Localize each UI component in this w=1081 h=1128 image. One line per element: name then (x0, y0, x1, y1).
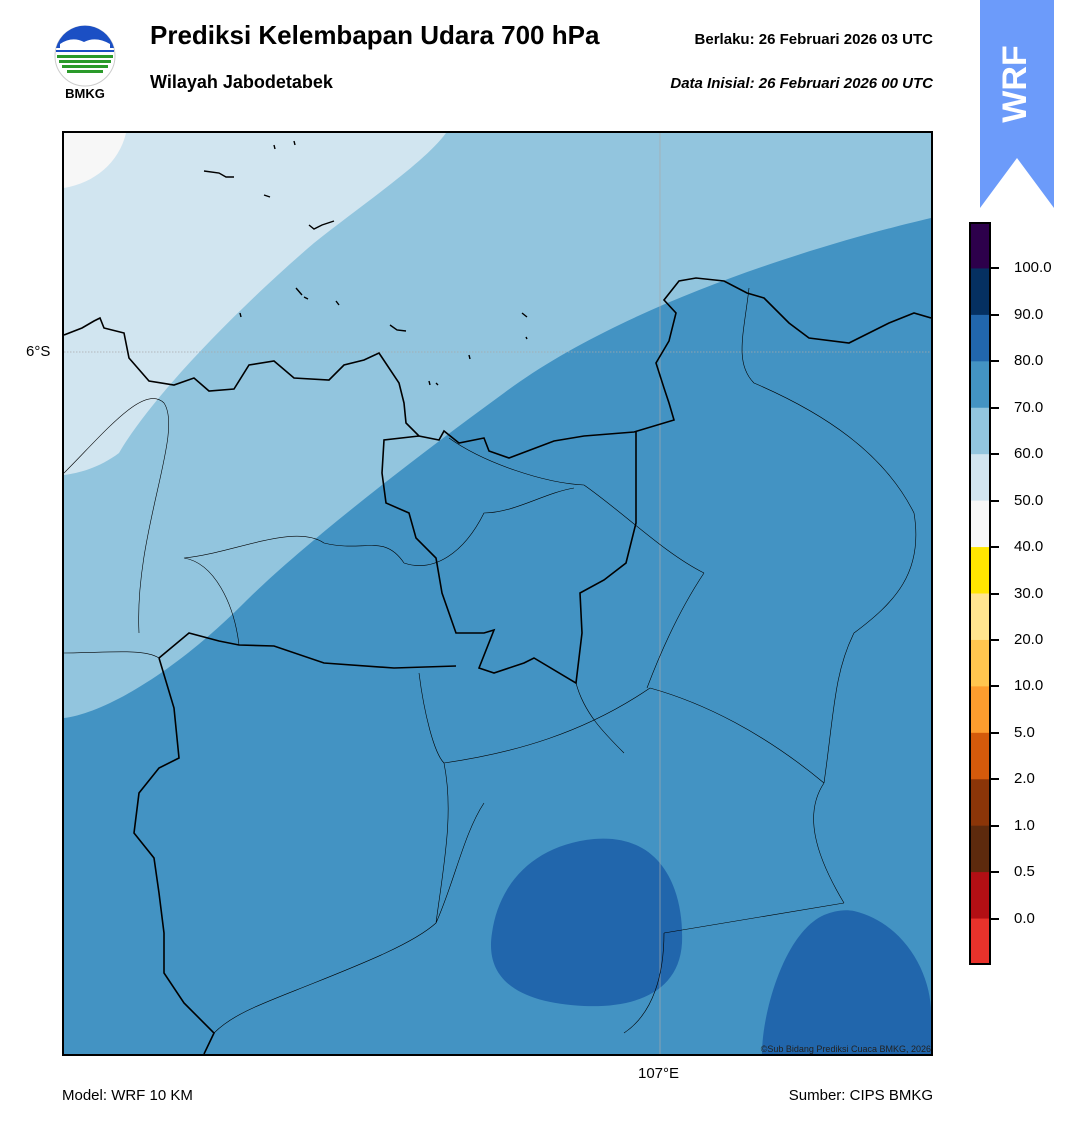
model-label: Model: WRF 10 KM (62, 1087, 193, 1104)
humidity-colorbar (969, 222, 991, 965)
colorbar-label: 40.0 (1014, 538, 1044, 556)
colorbar-swatch (969, 268, 991, 316)
map-region-darker-2 (762, 910, 931, 1054)
islands (203, 140, 528, 386)
colorbar-label: 20.0 (1014, 630, 1044, 648)
colorbar-swatch (969, 825, 991, 873)
map-region-light (64, 133, 446, 475)
colorbar-label: 100.0 (1014, 259, 1052, 277)
colorbar-label: 80.0 (1014, 352, 1044, 370)
humidity-map (62, 131, 933, 1056)
province-boundary (133, 432, 637, 1054)
colorbar-swatch (969, 593, 991, 641)
longitude-label: 107°E (638, 1065, 680, 1082)
colorbar-tick (991, 778, 999, 781)
colorbar-label: 90.0 (1014, 305, 1044, 323)
wrf-ribbon-badge (980, 0, 1054, 208)
initial-time: Data Inisial: 26 Februari 2026 00 UTC (670, 75, 933, 92)
map-credit: ©Sub Bidang Prediksi Cuaca BMKG, 2026 (760, 1044, 931, 1054)
colorbar-label: 10.0 (1014, 677, 1044, 695)
colorbar-swatch (969, 779, 991, 827)
colorbar-tick (991, 685, 999, 688)
colorbar-label: 70.0 (1014, 398, 1044, 416)
colorbar-swatch (969, 639, 991, 687)
colorbar-tick (991, 871, 999, 874)
colorbar-swatch (969, 222, 991, 269)
colorbar-label: 5.0 (1014, 723, 1035, 741)
valid-time: Berlaku: 26 Februari 2026 03 UTC (694, 31, 933, 48)
colorbar-label: 2.0 (1014, 770, 1035, 788)
latitude-label: 6°S (26, 343, 51, 360)
colorbar-tick (991, 638, 999, 641)
colorbar-tick (991, 499, 999, 502)
colorbar-swatch (969, 686, 991, 734)
colorbar-swatch (969, 454, 991, 502)
map-region-darker-1 (490, 838, 683, 1007)
colorbar-label: 0.0 (1014, 909, 1035, 927)
colorbar-tick (991, 267, 999, 270)
colorbar-swatch (969, 918, 991, 965)
colorbar-swatch (969, 407, 991, 455)
colorbar-swatch (969, 361, 991, 409)
district-boundaries (64, 287, 917, 1034)
colorbar-label: 0.5 (1014, 863, 1035, 881)
colorbar-tick (991, 453, 999, 456)
wrf-badge-label: WRF (996, 45, 1034, 122)
colorbar-swatch (969, 547, 991, 594)
colorbar-tick (991, 824, 999, 827)
logo-text: BMKG (65, 86, 105, 101)
colorbar-label: 30.0 (1014, 584, 1044, 602)
colorbar-swatch (969, 872, 991, 920)
bmkg-logo-icon (54, 25, 116, 87)
map-canvas (64, 133, 931, 1054)
page-subtitle: Wilayah Jabodetabek (150, 72, 333, 92)
source-label: Sumber: CIPS BMKG (788, 1087, 933, 1104)
colorbar-tick (991, 406, 999, 409)
svg-text:WRF: WRF (996, 45, 1034, 122)
colorbar-swatch (969, 732, 991, 780)
colorbar-label: 1.0 (1014, 816, 1035, 834)
colorbar-tick (991, 313, 999, 316)
colorbar-tick (991, 546, 999, 549)
colorbar-tick (991, 917, 999, 920)
colorbar-tick (991, 360, 999, 363)
map-region-very-light (64, 133, 126, 188)
colorbar-label: 50.0 (1014, 491, 1044, 509)
colorbar-swatch (969, 314, 991, 362)
colorbar-tick (991, 592, 999, 595)
page-title: Prediksi Kelembapan Udara 700 hPa (150, 20, 600, 50)
coastline (64, 277, 931, 459)
colorbar-tick (991, 731, 999, 734)
colorbar-swatch (969, 500, 991, 548)
colorbar-label: 60.0 (1014, 445, 1044, 463)
